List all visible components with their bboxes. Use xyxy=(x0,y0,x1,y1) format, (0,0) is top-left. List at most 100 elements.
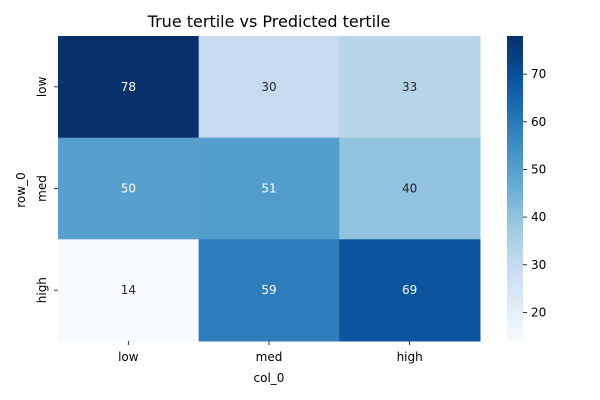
colorbar: 20 30 40 50 60 70 xyxy=(507,36,546,342)
heatmap-cell xyxy=(198,36,340,139)
x-axis: low med high xyxy=(118,341,423,364)
colorbar-segment xyxy=(507,197,523,202)
colorbar-segment xyxy=(507,200,523,205)
colorbar-segment xyxy=(507,267,523,272)
colorbar-segment xyxy=(507,69,523,74)
colorbar-segment xyxy=(507,84,523,89)
colorbar-segment xyxy=(507,215,523,220)
colorbar-segment xyxy=(507,234,523,238)
colorbar-segment xyxy=(507,36,523,40)
colorbar-segment xyxy=(507,310,523,315)
colorbar-segment xyxy=(507,258,523,263)
colorbar-segment xyxy=(507,63,523,68)
colorbar-segment xyxy=(507,334,523,339)
colorbar-segment xyxy=(507,243,523,248)
y-tick-label: med xyxy=(35,175,49,202)
colorbar-segment xyxy=(507,158,523,162)
colorbar-segment xyxy=(507,331,523,336)
colorbar-segment xyxy=(507,219,523,223)
heatmap-cell xyxy=(198,137,340,240)
y-tick-label: low xyxy=(35,76,49,97)
colorbar-segment xyxy=(507,203,523,208)
colorbar-segment xyxy=(507,295,523,299)
colorbar-segment xyxy=(507,255,523,260)
colorbar-segment xyxy=(507,39,523,43)
colorbar-segment xyxy=(507,97,523,101)
heatmap-cell xyxy=(339,137,481,240)
x-tick-label: low xyxy=(118,350,139,364)
y-axis-label: row_0 xyxy=(14,172,28,207)
colorbar-segment xyxy=(507,286,523,290)
colorbar-segment xyxy=(507,161,523,165)
colorbar-segment xyxy=(507,222,523,226)
colorbar-segment xyxy=(507,280,523,284)
cell-value-label: 51 xyxy=(261,182,276,196)
colorbar-segment xyxy=(507,127,523,132)
cell-value-label: 30 xyxy=(261,80,276,94)
colorbar-segment xyxy=(507,115,523,119)
colorbar-segment xyxy=(507,103,523,107)
colorbar-segment xyxy=(507,139,523,144)
heatmap-cell xyxy=(58,137,200,240)
heatmap-cell xyxy=(339,239,481,342)
heatmap-cell xyxy=(58,239,200,342)
colorbar-segment xyxy=(507,240,523,244)
colorbar-segment xyxy=(507,118,523,122)
colorbar-segment xyxy=(507,154,523,159)
y-axis: low med high xyxy=(35,76,58,303)
colorbar-segment xyxy=(507,57,523,61)
colorbar-tick-label: 30 xyxy=(531,258,546,272)
colorbar-segment xyxy=(507,212,523,217)
colorbar-segment xyxy=(507,319,523,324)
colorbar-segment xyxy=(507,100,523,104)
colorbar-segment xyxy=(507,81,523,86)
colorbar-segment xyxy=(507,66,523,71)
colorbar-segment xyxy=(507,185,523,190)
colorbar-segment xyxy=(507,109,523,113)
colorbar-segment xyxy=(507,316,523,321)
colorbar-segment xyxy=(507,225,523,229)
colorbar-segment xyxy=(507,261,523,266)
colorbar-segment xyxy=(507,337,523,342)
colorbar-segment xyxy=(507,182,523,187)
cell-value-label: 14 xyxy=(121,283,136,297)
colorbar-segment xyxy=(507,179,523,183)
cell-value-label: 33 xyxy=(402,80,417,94)
colorbar-segment xyxy=(507,167,523,171)
colorbar-segment xyxy=(507,264,523,269)
colorbar-segment xyxy=(507,313,523,318)
colorbar-segment xyxy=(507,87,523,92)
heatmap-cell xyxy=(198,239,340,342)
colorbar-segment xyxy=(507,252,523,257)
x-axis-label: col_0 xyxy=(254,371,285,385)
cell-value-label: 78 xyxy=(121,80,136,94)
cell-value-label: 50 xyxy=(121,182,136,196)
cell-value-label: 59 xyxy=(261,283,276,297)
colorbar-segment xyxy=(507,133,523,138)
colorbar-segment xyxy=(507,292,523,296)
colorbar-segment xyxy=(507,78,523,83)
colorbar-segment xyxy=(507,249,523,254)
colorbar-segment xyxy=(507,228,523,232)
colorbar-segment xyxy=(507,48,523,52)
y-tick-label: high xyxy=(35,277,49,303)
colorbar-segment xyxy=(507,151,523,156)
heatmap-cells: 78 30 33 50 51 40 14 59 69 xyxy=(58,36,481,342)
x-tick-label: high xyxy=(397,350,423,364)
colorbar-segment xyxy=(507,298,523,302)
colorbar-segment xyxy=(507,93,523,98)
colorbar-segment xyxy=(507,173,523,177)
colorbar-segment xyxy=(507,145,523,150)
colorbar-tick-label: 50 xyxy=(531,162,546,176)
colorbar-segment xyxy=(507,45,523,49)
colorbar-segment xyxy=(507,283,523,287)
colorbar-segment xyxy=(507,206,523,211)
colorbar-segment xyxy=(507,176,523,180)
colorbar-segment xyxy=(507,130,523,135)
colorbar-segment xyxy=(507,273,523,278)
colorbar-segment xyxy=(507,188,523,193)
colorbar-segment xyxy=(507,136,523,141)
colorbar-segment xyxy=(507,142,523,147)
colorbar-segment xyxy=(507,164,523,168)
